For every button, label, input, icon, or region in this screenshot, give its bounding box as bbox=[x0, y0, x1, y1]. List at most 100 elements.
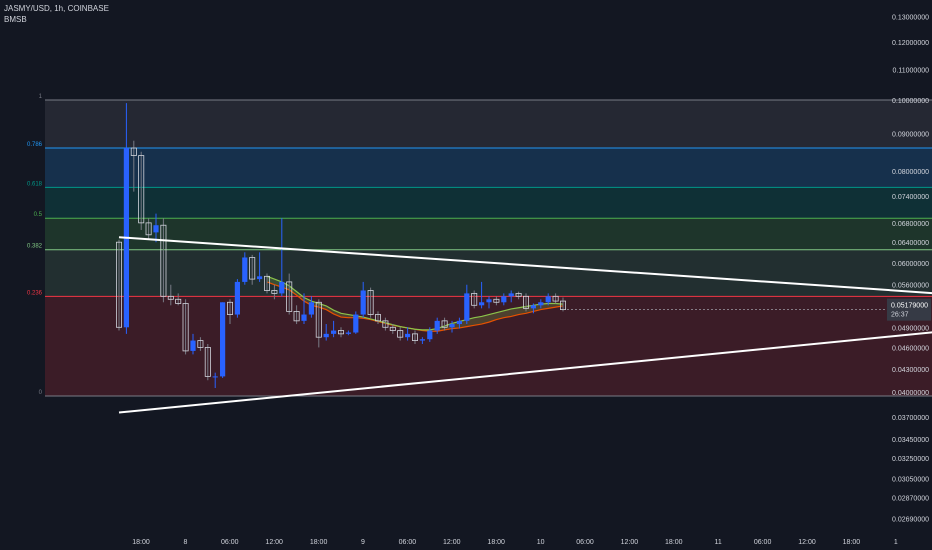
time-tick-label: 10 bbox=[537, 539, 545, 546]
time-tick-label: 18:00 bbox=[487, 539, 505, 546]
candle bbox=[486, 296, 492, 309]
price-axis[interactable]: 0.13000000 0.12000000 0.11000000 0.10000000… bbox=[892, 14, 929, 523]
candle bbox=[153, 213, 159, 243]
time-tick-label: 18:00 bbox=[132, 539, 150, 546]
candle-body bbox=[153, 225, 159, 233]
candle-body bbox=[486, 299, 492, 303]
candle bbox=[397, 327, 404, 341]
candle-body bbox=[493, 298, 500, 303]
candle bbox=[538, 299, 544, 309]
candle bbox=[479, 281, 485, 309]
candle-body bbox=[411, 333, 418, 341]
last-price-badge bbox=[887, 298, 931, 321]
price-tick-label: 0.04300000 bbox=[892, 367, 929, 374]
candle-body bbox=[190, 340, 196, 351]
time-tick-label: 11 bbox=[715, 539, 722, 546]
candle-body bbox=[242, 257, 248, 282]
candle bbox=[301, 293, 307, 325]
candle bbox=[411, 330, 418, 344]
time-tick-label: 06:00 bbox=[576, 539, 594, 546]
candle-body bbox=[249, 257, 256, 280]
time-tick-label: 06:00 bbox=[399, 539, 417, 546]
candle bbox=[130, 140, 137, 192]
candle-body bbox=[389, 326, 396, 331]
candle-body bbox=[374, 314, 381, 322]
candle bbox=[226, 299, 233, 325]
price-tick-label: 0.03050000 bbox=[892, 476, 929, 483]
candle bbox=[167, 284, 174, 306]
price-tick-label: 0.03450000 bbox=[892, 437, 929, 444]
candle-body bbox=[471, 292, 478, 306]
candle bbox=[279, 218, 285, 297]
price-tick-label: 0.05600000 bbox=[892, 283, 929, 290]
candle-body bbox=[449, 324, 455, 328]
fib-zone bbox=[45, 187, 932, 219]
candle-body bbox=[464, 293, 470, 321]
fib-level-label: 0 bbox=[39, 390, 43, 396]
candle-body bbox=[197, 340, 204, 348]
candle bbox=[145, 218, 152, 240]
candle-body bbox=[145, 222, 152, 236]
candle bbox=[175, 293, 182, 306]
candle bbox=[374, 311, 381, 325]
candle-body bbox=[175, 298, 182, 304]
candle-body bbox=[160, 224, 167, 297]
time-tick-label: 8 bbox=[183, 539, 187, 546]
price-tick-label: 0.02690000 bbox=[892, 516, 929, 523]
candle-body bbox=[515, 292, 522, 297]
candle bbox=[315, 299, 322, 348]
time-tick-label: 06:00 bbox=[754, 539, 772, 546]
fib-zone bbox=[45, 99, 932, 149]
candle bbox=[434, 317, 440, 334]
candle bbox=[367, 287, 374, 318]
time-tick-label: 12:00 bbox=[798, 539, 816, 546]
bar-countdown: 26:37 bbox=[891, 312, 909, 319]
candle-body bbox=[204, 347, 211, 377]
candle-body bbox=[441, 320, 448, 328]
candle bbox=[204, 343, 211, 381]
symbol-title: JASMY/USD, 1h, COINBASE bbox=[4, 4, 109, 13]
candle bbox=[271, 284, 278, 300]
candle bbox=[345, 330, 351, 336]
candle-body bbox=[501, 296, 507, 303]
last-price-label: 0.05179000 26:37 bbox=[563, 298, 931, 321]
fib-level-label: 1 bbox=[39, 94, 43, 100]
candle-body bbox=[212, 376, 218, 378]
price-tick-label: 0.11000000 bbox=[893, 68, 930, 75]
price-tick-label: 0.02870000 bbox=[892, 496, 929, 503]
time-tick-label: 18:00 bbox=[310, 539, 328, 546]
price-tick-label: 0.13000000 bbox=[892, 14, 929, 21]
price-tick-label: 0.08000000 bbox=[892, 169, 929, 176]
candle-body bbox=[182, 303, 189, 352]
candle-body bbox=[427, 330, 433, 340]
bmsb-band-fill bbox=[267, 276, 563, 332]
candle-body bbox=[479, 302, 485, 306]
candle-body bbox=[530, 305, 536, 309]
candle-body bbox=[508, 293, 514, 297]
candle bbox=[405, 327, 411, 341]
trendline bbox=[118, 331, 932, 414]
candle-body bbox=[263, 275, 270, 291]
time-tick-label: 9 bbox=[361, 539, 365, 546]
candle bbox=[419, 337, 425, 344]
price-tick-label: 0.03700000 bbox=[892, 415, 929, 422]
candle-body bbox=[315, 301, 322, 338]
candle bbox=[523, 293, 530, 312]
candle bbox=[257, 252, 263, 282]
fib-level-label: 0.236 bbox=[27, 290, 43, 296]
candle bbox=[382, 317, 389, 331]
candle-body bbox=[116, 241, 123, 328]
candle-body bbox=[138, 155, 145, 224]
candle bbox=[360, 281, 366, 318]
candle bbox=[471, 290, 478, 309]
price-tick-label: 0.07400000 bbox=[892, 194, 929, 201]
time-axis[interactable]: 18:00 8 06:00 12:00 18:00 9 06:00 12:00 18:00 10 0… bbox=[132, 539, 898, 546]
candle bbox=[515, 291, 522, 300]
candle bbox=[530, 303, 536, 314]
candle-body bbox=[353, 314, 359, 333]
trendline bbox=[118, 236, 932, 295]
candle bbox=[220, 302, 226, 378]
candle-body bbox=[167, 295, 174, 300]
candle bbox=[441, 317, 448, 331]
